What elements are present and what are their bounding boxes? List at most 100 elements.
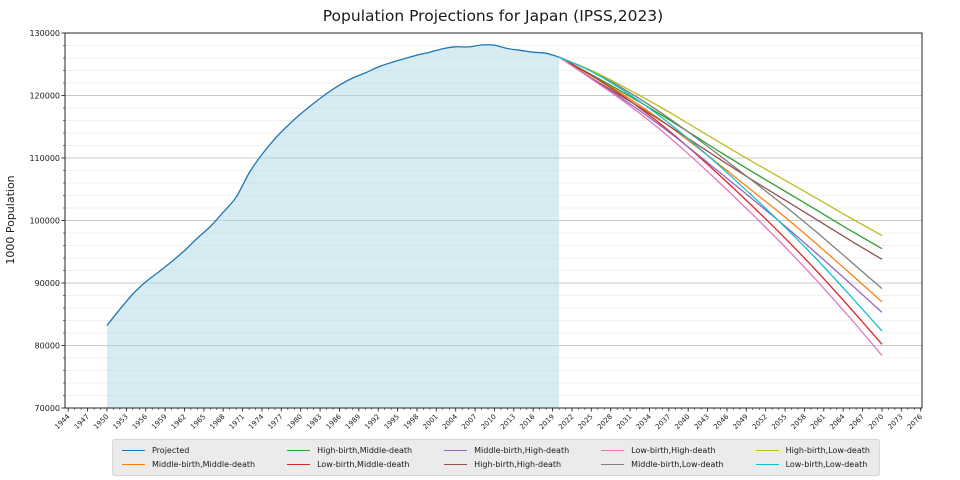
x-tick-label: 1956 [131, 412, 150, 431]
legend-line-sample [444, 464, 468, 466]
chart-title: Population Projections for Japan (IPSS,2… [323, 7, 663, 25]
x-tick-label: 2049 [731, 413, 749, 431]
series-lines [106, 44, 883, 356]
legend-line-sample [122, 464, 145, 466]
x-tick-label: 2067 [848, 413, 866, 431]
shaded-historical-region [107, 44, 560, 408]
legend-label: Middle-birth,Low-death [631, 460, 724, 470]
legend-label: Low-birth,Middle-death [317, 460, 410, 470]
x-tick-label: 1989 [344, 413, 362, 431]
series-line-low-birth-high-death [558, 56, 883, 356]
y-tick-labels: 70000 80000 90000 100000 110000 120000 130000 [29, 29, 60, 413]
x-tick-label: 2076 [906, 412, 925, 431]
series-line-low-birth-low-death [558, 56, 883, 332]
x-tick-label: 1968 [208, 413, 226, 431]
legend-line-sample [755, 464, 779, 466]
y-tick-label: 130000 [29, 29, 60, 38]
y-tick-label: 70000 [35, 404, 60, 413]
x-tick-label: 2013 [499, 413, 517, 431]
series-line-high-birth-low-death [558, 56, 883, 237]
legend-label: Middle-birth,High-death [474, 445, 570, 455]
legend-label: Projected [152, 445, 190, 455]
x-tick-label: 2010 [480, 413, 498, 431]
legend-item: Middle-birth,Low-death [601, 460, 724, 470]
x-tick-label: 2034 [635, 412, 654, 431]
legend-item: Low-birth,Low-death [755, 460, 870, 470]
historical-fill-area [107, 44, 560, 408]
x-tick-label: 1974 [247, 412, 266, 431]
x-tick-label: 1992 [363, 413, 381, 431]
x-tick-label: 2040 [673, 413, 691, 431]
x-tick-label: 2064 [828, 412, 847, 431]
x-tick-label: 2052 [751, 413, 769, 431]
y-tick-label: 80000 [35, 341, 60, 350]
legend-item: High-birth,Low-death [755, 445, 870, 455]
x-tick-label: 1983 [305, 413, 323, 431]
series-line-projected [106, 44, 560, 326]
x-tick-label: 1944 [53, 412, 72, 431]
legend-label: Low-birth,Low-death [785, 460, 868, 470]
x-tick-label: 1980 [286, 413, 304, 431]
x-tick-label: 1950 [92, 413, 110, 431]
x-tick-label: 2073 [886, 413, 904, 431]
y-tick-label: 110000 [29, 154, 60, 163]
x-tick-label: 1977 [266, 413, 284, 431]
series-line-high-birth-high-death [558, 56, 883, 260]
series-line-high-birth-middle-death [558, 56, 883, 250]
series-line-middle-birth-high-death [558, 56, 883, 313]
x-tick-label: 1962 [170, 413, 188, 431]
legend-item: Projected [122, 446, 255, 455]
legend-line-sample [287, 449, 311, 451]
legend-label: High-birth,Middle-death [317, 445, 413, 455]
legend-line-sample [287, 464, 311, 466]
y-tick-label: 120000 [29, 91, 60, 100]
x-tick-label: 2019 [538, 413, 556, 431]
x-tick-label: 1953 [112, 413, 130, 431]
legend-item: Low-birth,Middle-death [287, 460, 412, 469]
legend-label: Middle-birth,Middle-death [152, 460, 256, 470]
x-tick-label: 2070 [867, 413, 885, 431]
y-tick-label: 90000 [35, 279, 60, 288]
legend-line-sample [755, 449, 779, 451]
y-tick-label: 100000 [29, 216, 60, 225]
x-tick-label: 1965 [189, 413, 207, 431]
x-tick-label: 1971 [228, 413, 246, 431]
legend-item: Middle-birth,Middle-death [122, 460, 255, 469]
legend-line-sample [601, 464, 625, 466]
legend-label: High-birth,Low-death [785, 445, 870, 455]
legend-item: Middle-birth,High-death [444, 446, 569, 455]
x-tick-label: 2058 [790, 413, 808, 431]
legend-line-sample [122, 449, 145, 451]
x-tick-label: 2016 [518, 412, 537, 431]
x-tick-label: 2061 [809, 413, 827, 431]
legend-line-sample [601, 449, 625, 451]
x-tick-label: 2046 [712, 412, 731, 431]
series-line-middle-birth-low-death [558, 56, 883, 290]
x-tick-label: 2037 [654, 413, 672, 431]
x-tick-label: 2007 [460, 413, 478, 431]
x-tick-label: 2004 [441, 412, 460, 431]
legend-item: High-birth,Middle-death [287, 446, 412, 455]
y-axis-label: 1000 Population [4, 175, 17, 264]
series-line-middle-birth-middle-death [558, 56, 883, 303]
x-tick-label: 2028 [596, 413, 614, 431]
x-tick-label: 2055 [770, 413, 788, 431]
legend-item: High-birth,High-death [444, 460, 569, 469]
x-tick-label: 1998 [402, 413, 420, 431]
x-tick-label: 1959 [150, 413, 168, 431]
x-tick-label: 2031 [615, 413, 633, 431]
x-tick-label: 2043 [693, 413, 711, 431]
series-line-low-birth-middle-death [558, 56, 883, 345]
axis-ticks [61, 32, 922, 412]
x-tick-label: 1995 [383, 413, 401, 431]
x-tick-labels: 1944 1947 1950 1953 1956 1959 1962 1965 1968 1971… [53, 412, 924, 431]
x-tick-label: 1947 [73, 413, 91, 431]
legend-line-sample [444, 449, 468, 451]
x-tick-label: 2022 [557, 413, 575, 431]
x-tick-label: 2025 [576, 413, 594, 431]
x-tick-label: 1986 [325, 412, 344, 431]
legend-label: High-birth,High-death [474, 460, 562, 470]
legend-item: Low-birth,High-death [601, 446, 723, 455]
legend: Projected Middle-birth,Middle-death High-b… [112, 439, 880, 476]
